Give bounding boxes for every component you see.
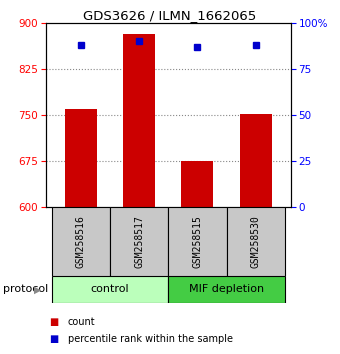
- Text: GDS3626 / ILMN_1662065: GDS3626 / ILMN_1662065: [83, 9, 257, 22]
- Text: MIF depletion: MIF depletion: [189, 284, 264, 295]
- Text: GSM258515: GSM258515: [192, 215, 202, 268]
- Text: protocol: protocol: [3, 284, 49, 295]
- Bar: [168, 207, 226, 276]
- Text: ■: ■: [49, 334, 58, 344]
- Bar: [123, 34, 155, 207]
- Text: GSM258517: GSM258517: [134, 215, 144, 268]
- Bar: [240, 114, 272, 207]
- Text: ▶: ▶: [34, 284, 41, 295]
- Text: percentile rank within the sample: percentile rank within the sample: [68, 334, 233, 344]
- Bar: [226, 207, 285, 276]
- Bar: [182, 161, 214, 207]
- Text: GSM258530: GSM258530: [251, 215, 261, 268]
- Bar: [168, 276, 285, 303]
- Bar: [110, 207, 168, 276]
- Bar: [65, 109, 97, 207]
- Text: ■: ■: [49, 317, 58, 327]
- Text: GSM258516: GSM258516: [76, 215, 86, 268]
- Bar: [52, 207, 110, 276]
- Text: control: control: [91, 284, 129, 295]
- Bar: [52, 276, 168, 303]
- Text: count: count: [68, 317, 96, 327]
